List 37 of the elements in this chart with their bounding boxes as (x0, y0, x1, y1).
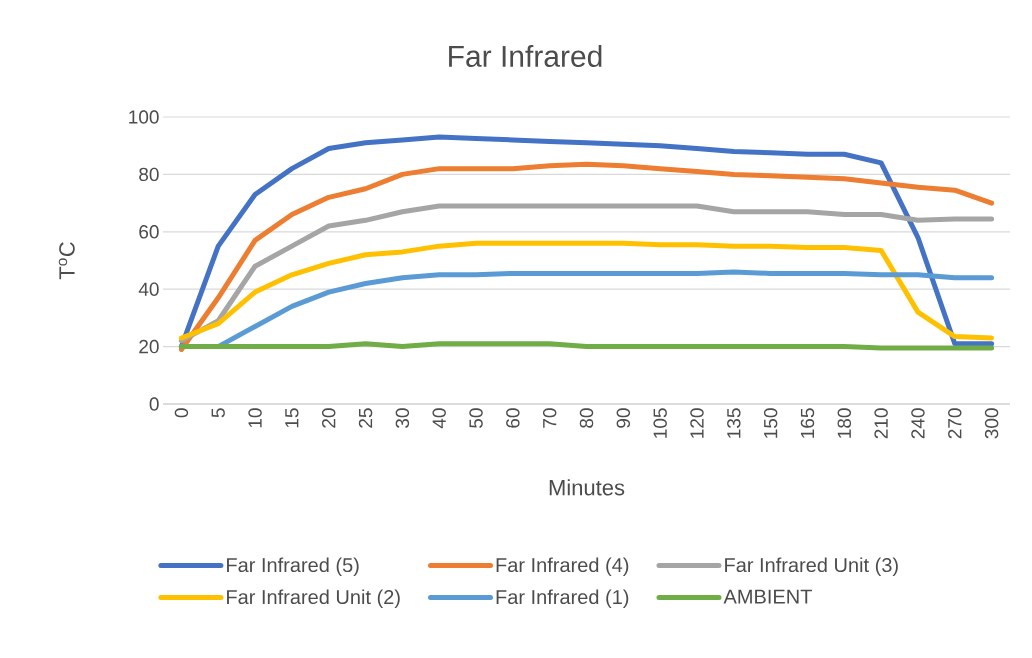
x-tick-label: 10 (248, 408, 262, 428)
legend-label: Far Infrared Unit (2) (227, 589, 400, 609)
x-tick-label: 5 (211, 408, 225, 418)
x-tick-label: 210 (874, 408, 888, 439)
x-tick-label: 80 (579, 408, 594, 428)
legend-label: Far Infrared (1) (496, 589, 629, 609)
legend-label: AMBIENT (723, 589, 812, 604)
y-tick-label: 80 (139, 167, 159, 182)
x-tick-label: 180 (837, 408, 852, 438)
y-tick-label: 100 (129, 110, 159, 124)
x-tick-label: 90 (616, 408, 631, 428)
x-tick-label: 0 (174, 408, 189, 418)
x-tick-label: 300 (984, 408, 999, 439)
x-tick-label: 40 (432, 408, 446, 429)
legend-label: Far Infrared (4) (496, 557, 629, 577)
x-tick-label: 240 (911, 408, 925, 439)
x-tick-label: 15 (285, 408, 299, 428)
legend-label: Far Infrared (5) (227, 557, 359, 577)
y-axis-title: T$^{o}$C (58, 242, 75, 280)
x-tick-label: 25 (358, 408, 373, 428)
x-tick-label: 60 (506, 408, 520, 428)
y-tick-label: 40 (138, 282, 159, 296)
x-tick-label: 120 (690, 408, 704, 438)
y-tick-label: 60 (139, 225, 159, 239)
x-tick-label: 165 (800, 408, 815, 438)
x-tick-label: 50 (469, 408, 483, 428)
x-tick-label: 270 (948, 408, 962, 439)
x-axis-title: Minutes (549, 479, 625, 496)
x-tick-label: 150 (763, 408, 778, 438)
chart-title: Far Infrared (449, 44, 602, 68)
x-tick-label: 30 (395, 408, 410, 428)
y-tick-label: 20 (139, 339, 159, 354)
x-tick-label: 70 (542, 408, 557, 428)
x-tick-label: 20 (321, 408, 336, 428)
legend-label: Far Infrared Unit (3) (725, 557, 898, 577)
x-tick-label: 105 (653, 408, 667, 438)
x-tick-label: 135 (727, 408, 741, 438)
